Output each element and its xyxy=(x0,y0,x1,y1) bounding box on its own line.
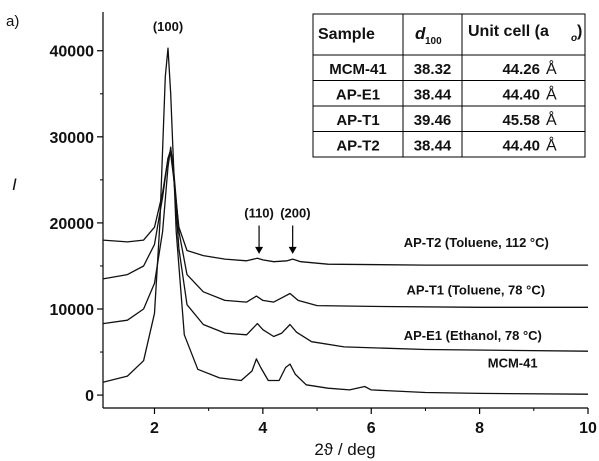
series-line-1 xyxy=(102,146,589,352)
table-cell-unit: Å xyxy=(546,135,557,154)
series-label-2: AP-T1 (Toluene, 78 °C) xyxy=(406,282,545,297)
table-cell-sample: AP-T2 xyxy=(336,137,379,154)
series-label-3: AP-T2 (Toluene, 112 °C) xyxy=(404,235,549,250)
table-cell-sample: AP-T1 xyxy=(336,112,379,129)
y-tick-label: 30000 xyxy=(50,130,95,147)
table-cell-unit: Å xyxy=(546,110,557,129)
x-tick-label: 10 xyxy=(579,420,597,437)
series-line-3 xyxy=(102,153,588,266)
annotation-peak-100: (100) xyxy=(153,19,183,34)
table-cell-unitcell: 44.26 xyxy=(502,61,540,78)
table-cell-unitcell: 45.58 xyxy=(502,112,540,129)
table-header-unitcell: Unit cell (a xyxy=(468,23,549,40)
table-rows: MCM-41 38.32 44.26 Å AP-E1 38.44 44.40 Å AP-T1 39… xyxy=(329,59,557,155)
table-cell-unitcell: 44.40 xyxy=(502,86,540,103)
series-lines xyxy=(102,47,589,395)
x-axis-ticks: 2 4 6 8 10 xyxy=(150,408,597,437)
y-tick-label: 20000 xyxy=(50,216,95,233)
x-tick-label: 6 xyxy=(367,420,376,437)
table-header-a-sub: o xyxy=(571,33,577,44)
x-tick-label: 2 xyxy=(150,420,159,437)
table-border xyxy=(312,13,586,158)
y-tick-label: 10000 xyxy=(50,302,95,319)
table-cell-unit: Å xyxy=(546,59,557,78)
table-cell-d100: 39.46 xyxy=(414,112,452,129)
table-header-d: d xyxy=(415,24,426,43)
x-tick-label: 4 xyxy=(258,420,267,437)
series-label-0: MCM-41 xyxy=(488,356,538,371)
table-header-d-sub: 100 xyxy=(425,36,442,47)
table-header-close: ) xyxy=(577,23,582,40)
table-cell-unit: Å xyxy=(546,84,557,103)
annotation-peak-200: (200) xyxy=(280,206,310,221)
peak-arrows xyxy=(255,225,297,254)
y-axis-label: I xyxy=(12,175,17,194)
series-label-1: AP-E1 (Ethanol, 78 °C) xyxy=(404,328,542,343)
plot-axes xyxy=(102,12,588,409)
peak-annotations: (100) (110) (200) xyxy=(153,19,311,221)
table-cell-sample: AP-E1 xyxy=(336,86,380,103)
series-line-2 xyxy=(102,149,588,308)
table-grid xyxy=(313,14,585,157)
table-cell-unitcell: 44.40 xyxy=(502,137,540,154)
panel-label: a) xyxy=(6,13,19,30)
arrow-200-head xyxy=(288,246,297,254)
unit-cell-table: Sample d 100 Unit cell (a o ) MCM-41 38.3… xyxy=(312,13,586,158)
arrow-110-head xyxy=(255,246,264,254)
table-cell-d100: 38.44 xyxy=(414,86,452,103)
table-cell-sample: MCM-41 xyxy=(329,61,387,78)
table-cell-d100: 38.32 xyxy=(414,61,452,78)
table-cell-d100: 38.44 xyxy=(414,137,452,154)
x-tick-label: 8 xyxy=(475,420,484,437)
x-axis-label: 2ϑ / deg xyxy=(314,440,375,459)
series-labels: MCM-41 AP-E1 (Ethanol, 78 °C) AP-T1 (Tolue… xyxy=(404,235,549,371)
y-tick-label: 0 xyxy=(85,388,94,405)
y-tick-label: 40000 xyxy=(50,44,95,61)
table-header-sample: Sample xyxy=(318,26,375,43)
series-line-0 xyxy=(102,47,589,395)
annotation-peak-110: (110) xyxy=(244,206,274,221)
y-axis-ticks: 0 10000 20000 30000 40000 xyxy=(50,44,103,405)
